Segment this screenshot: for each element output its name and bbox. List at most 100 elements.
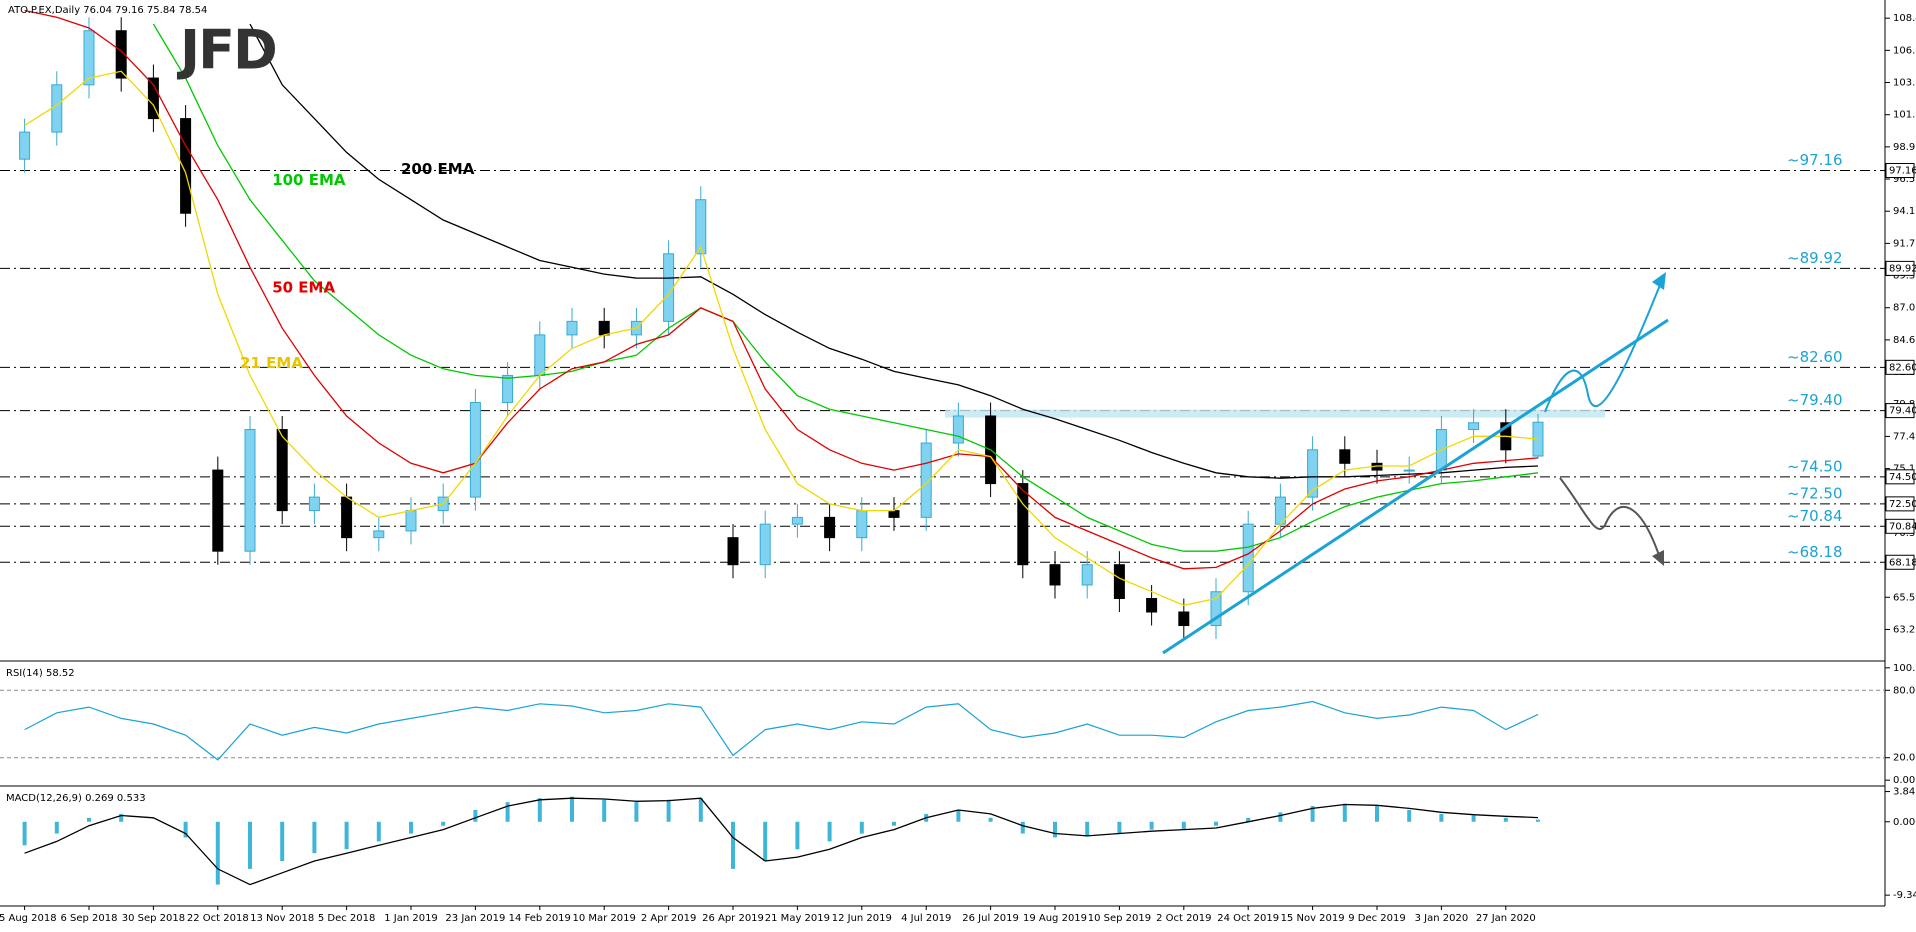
level-axis-label: 70.84 xyxy=(1889,521,1916,532)
macd-signal xyxy=(24,797,1539,886)
macd-bar xyxy=(1085,821,1090,836)
level-axis-label: 82.60 xyxy=(1889,362,1916,373)
macd-bar xyxy=(731,821,735,869)
y-tick-label: 96.53 xyxy=(1893,174,1916,185)
ema-label: 21 EMA xyxy=(240,354,303,372)
level-axis-label: 72.50 xyxy=(1889,499,1916,510)
macd-bar xyxy=(1310,806,1315,822)
x-tick-label: 14 Feb 2019 xyxy=(509,913,571,924)
candle-body xyxy=(824,516,836,539)
macd-bar xyxy=(280,821,285,862)
y-tick-label: 3.847 xyxy=(1893,787,1916,798)
macd-bar xyxy=(1536,819,1540,822)
candle-body xyxy=(791,516,803,525)
x-tick-label: 26 Jul 2019 xyxy=(962,913,1019,924)
x-tick-label: 4 Jul 2019 xyxy=(901,913,951,924)
x-tick-label: 23 Jan 2019 xyxy=(445,913,505,924)
candle-body xyxy=(341,496,353,539)
level-axis-label: 79.40 xyxy=(1889,406,1916,417)
candle-body xyxy=(180,118,192,214)
x-tick-label: 27 Jan 2020 xyxy=(1476,913,1536,924)
candle-body xyxy=(856,510,868,539)
level-axis-box xyxy=(1885,260,1915,276)
y-tick-label: 77.49 xyxy=(1893,431,1916,442)
macd-bar xyxy=(602,799,607,822)
level-label: ~79.40 xyxy=(1787,391,1843,409)
candle-body xyxy=(1049,564,1061,586)
level-label: ~70.84 xyxy=(1787,507,1843,525)
x-tick-label: 15 Nov 2019 xyxy=(1281,913,1345,924)
candle-body xyxy=(727,537,739,566)
y-tick-label: 98.91 xyxy=(1893,142,1916,153)
y-tick-label: 20.00 xyxy=(1893,753,1916,764)
macd-bar xyxy=(1117,821,1122,834)
ema-label: 200 EMA xyxy=(401,160,475,178)
candle-body xyxy=(695,199,707,255)
x-tick-label: 10 Mar 2019 xyxy=(572,913,635,924)
x-tick-label: 21 May 2019 xyxy=(765,913,830,924)
level-label: ~97.16 xyxy=(1787,151,1843,169)
candle-body xyxy=(308,496,320,512)
y-tick-label: 89.39 xyxy=(1893,271,1916,282)
macd-bar xyxy=(795,821,800,850)
ema-line xyxy=(24,70,1539,606)
scenario-arrow-up xyxy=(1544,279,1663,413)
candle-body xyxy=(534,334,546,376)
level-label: ~82.60 xyxy=(1787,348,1843,366)
candle-body xyxy=(115,30,127,79)
panel-title: RSI(14) 58.52 xyxy=(6,668,75,679)
macd-bar xyxy=(666,799,671,822)
macd-bar xyxy=(409,821,413,834)
ema-label: 50 EMA xyxy=(272,279,335,297)
logo: JFD xyxy=(176,19,276,82)
scenario-arrow-down xyxy=(1559,477,1661,559)
y-tick-label: 0.00 xyxy=(1893,775,1915,786)
candle-body xyxy=(373,530,385,539)
level-axis-box xyxy=(1885,496,1915,512)
level-axis-label: 68.18 xyxy=(1889,557,1916,568)
candle-body xyxy=(147,77,159,120)
x-tick-label: 15 Aug 2018 xyxy=(0,913,57,924)
level-axis-label: 97.16 xyxy=(1889,166,1916,177)
y-tick-label: 75.11 xyxy=(1893,464,1916,475)
y-tick-label: 91.77 xyxy=(1893,238,1916,249)
macd-bar xyxy=(1503,817,1508,822)
level-axis-box xyxy=(1885,359,1915,375)
candle-body xyxy=(1468,422,1480,431)
macd-bar xyxy=(376,821,381,842)
rsi-line xyxy=(24,700,1539,761)
y-tick-label: 0.000 xyxy=(1893,817,1916,828)
macd-bar xyxy=(859,821,864,834)
macd-bar xyxy=(956,809,961,822)
macd-bar xyxy=(1181,821,1186,830)
macd-bar xyxy=(473,809,478,822)
macd-bar xyxy=(215,821,220,885)
level-label: ~72.50 xyxy=(1787,484,1843,502)
macd-bar xyxy=(119,813,124,822)
x-tick-label: 30 Sep 2018 xyxy=(122,913,185,924)
y-tick-label: -9.344 xyxy=(1893,890,1916,901)
candle-body xyxy=(1210,591,1222,627)
macd-bar xyxy=(1439,813,1444,822)
y-tick-label: 101.29 xyxy=(1893,110,1916,121)
macd-bar xyxy=(312,821,317,854)
candle-body xyxy=(19,131,31,160)
ema-line xyxy=(152,23,1539,552)
y-tick-label: 108.43 xyxy=(1893,13,1916,24)
macd-bar xyxy=(1471,815,1476,822)
level-label: ~89.92 xyxy=(1787,249,1843,267)
candle-body xyxy=(1081,564,1093,586)
macd-bar xyxy=(988,817,993,822)
macd-bar xyxy=(1246,817,1251,822)
x-tick-label: 3 Jan 2020 xyxy=(1415,913,1469,924)
trendline xyxy=(1162,318,1669,655)
macd-bar xyxy=(1020,821,1025,834)
candle-body xyxy=(276,429,288,512)
y-tick-label: 87.01 xyxy=(1893,303,1916,314)
macd-bar xyxy=(441,821,446,826)
level-axis-box xyxy=(1885,163,1915,179)
macd-bar xyxy=(344,821,349,850)
macd-bar xyxy=(54,821,59,834)
macd-bar xyxy=(1214,821,1218,826)
